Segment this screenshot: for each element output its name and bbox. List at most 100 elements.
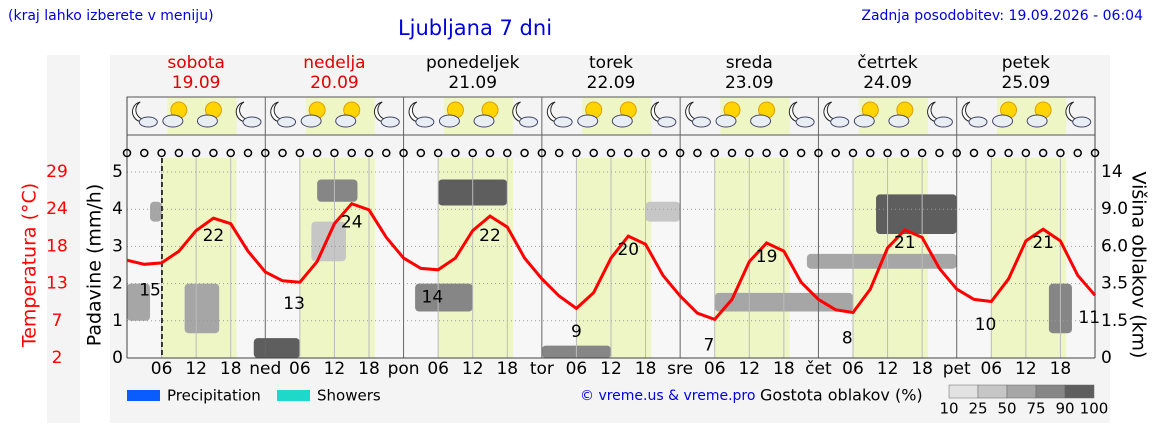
cloud-icon <box>196 114 218 128</box>
wind-calm <box>347 148 356 158</box>
legend-swatch <box>277 390 310 401</box>
cloud-icon <box>519 116 539 128</box>
cloud-icon <box>1026 114 1048 128</box>
wind-calm <box>330 148 339 158</box>
temperature-label: 11 <box>1078 308 1100 328</box>
temperature-label: 13 <box>283 294 305 314</box>
wind-calm <box>675 148 685 158</box>
temperature-label: 9 <box>571 322 582 342</box>
cloud <box>253 338 300 358</box>
wind-calm <box>278 148 287 158</box>
y2-tick-label: 3.5 <box>1101 274 1128 294</box>
x-tick-label: 06 <box>151 359 173 379</box>
temperature-label: 15 <box>139 280 161 300</box>
wind-calm <box>796 148 806 158</box>
y2-tick-label: 6.0 <box>1101 236 1128 256</box>
wind-calm <box>364 148 374 158</box>
wind-calm <box>503 148 512 158</box>
density-tick-label: 90 <box>1055 400 1074 418</box>
x-tick-label: 12 <box>600 359 622 379</box>
x-tick-label: sre <box>667 359 693 379</box>
wind-calm <box>969 148 979 158</box>
x-tick-label: 18 <box>496 359 518 379</box>
wind-calm <box>261 148 270 158</box>
cloud <box>415 283 473 312</box>
wind-calm <box>451 148 460 158</box>
temperature-label: 20 <box>617 240 639 260</box>
y-tick-label: 4 <box>112 199 123 219</box>
wind-calm <box>935 148 944 158</box>
cloud-icon <box>795 116 815 128</box>
x-tick-label: 12 <box>877 359 899 379</box>
cloud <box>184 283 220 334</box>
temperature-label: 24 <box>341 212 363 232</box>
x-tick-label: pon <box>388 359 420 379</box>
x-tick-label: čet <box>805 359 832 379</box>
temperature-tick-label: 7 <box>52 311 63 331</box>
day-name: torek <box>589 53 633 73</box>
wind-calm <box>606 148 616 158</box>
cloud <box>876 194 957 234</box>
temperature-label: 10 <box>975 315 997 335</box>
day-name: četrtek <box>857 53 918 73</box>
cloud-icon <box>335 114 357 128</box>
wind-calm <box>433 148 443 158</box>
wind-calm <box>209 148 218 158</box>
cloud-icon <box>691 116 711 128</box>
day-date: 23.09 <box>725 73 774 93</box>
wind-calm <box>1038 148 1048 158</box>
temperature-tick-label: 24 <box>46 199 68 219</box>
wind-calm <box>1056 148 1065 158</box>
cloud-icon <box>415 116 435 128</box>
cloud-icon <box>853 114 875 128</box>
day-date: 25.09 <box>1002 73 1051 93</box>
wind-calm <box>814 148 823 158</box>
temperature-label: 21 <box>894 233 916 253</box>
day-name: ponedeljek <box>426 53 520 73</box>
wind-calm <box>140 148 149 158</box>
temperature-label: 22 <box>479 226 501 246</box>
wind-calm <box>831 148 840 158</box>
day-date: 21.09 <box>448 73 497 93</box>
cloud-icon <box>968 116 988 128</box>
wind-calm <box>883 148 892 158</box>
wind-calm <box>1073 148 1082 158</box>
temperature-label: 22 <box>203 226 225 246</box>
density-title: Gostota oblakov (%) <box>760 386 923 405</box>
day-name: sobota <box>167 53 225 73</box>
y2-tick-label: 0 <box>1101 348 1112 368</box>
wind-calm <box>710 148 719 158</box>
wind-calm <box>589 148 598 158</box>
x-tick-label: 18 <box>773 359 795 379</box>
wind-calm <box>624 148 633 158</box>
wind-calm <box>1090 148 1100 158</box>
x-tick-label: 18 <box>911 359 933 379</box>
x-tick-label: 06 <box>566 359 588 379</box>
temperature-label: 19 <box>756 247 778 267</box>
density-swatch <box>1006 384 1037 399</box>
wind-calm <box>987 148 996 158</box>
density-swatch <box>1035 384 1066 399</box>
wind-calm <box>1004 148 1013 158</box>
x-tick-label: ned <box>249 359 281 379</box>
legend-label: Showers <box>317 387 381 405</box>
wind-calm <box>1021 148 1031 158</box>
cloud-icon <box>277 116 297 128</box>
temperature-tick-label: 2 <box>52 348 63 368</box>
credit: © vreme.us & vreme.pro <box>580 388 755 404</box>
wind-calm <box>866 148 875 158</box>
cloud <box>311 221 346 262</box>
wind-calm <box>157 148 166 158</box>
wind-calm <box>243 148 253 158</box>
temperature-tick-label: 13 <box>46 274 68 294</box>
daylight <box>576 158 652 358</box>
cloud-icon <box>888 114 910 128</box>
cloud-icon <box>611 114 633 128</box>
density-swatch <box>1064 384 1095 399</box>
x-tick-label: 12 <box>185 359 207 379</box>
day-date: 22.09 <box>587 73 636 93</box>
wind-calm <box>295 148 305 158</box>
cloud-icon <box>657 116 677 128</box>
wind-calm <box>693 148 702 158</box>
day-name: nedelja <box>303 53 365 73</box>
